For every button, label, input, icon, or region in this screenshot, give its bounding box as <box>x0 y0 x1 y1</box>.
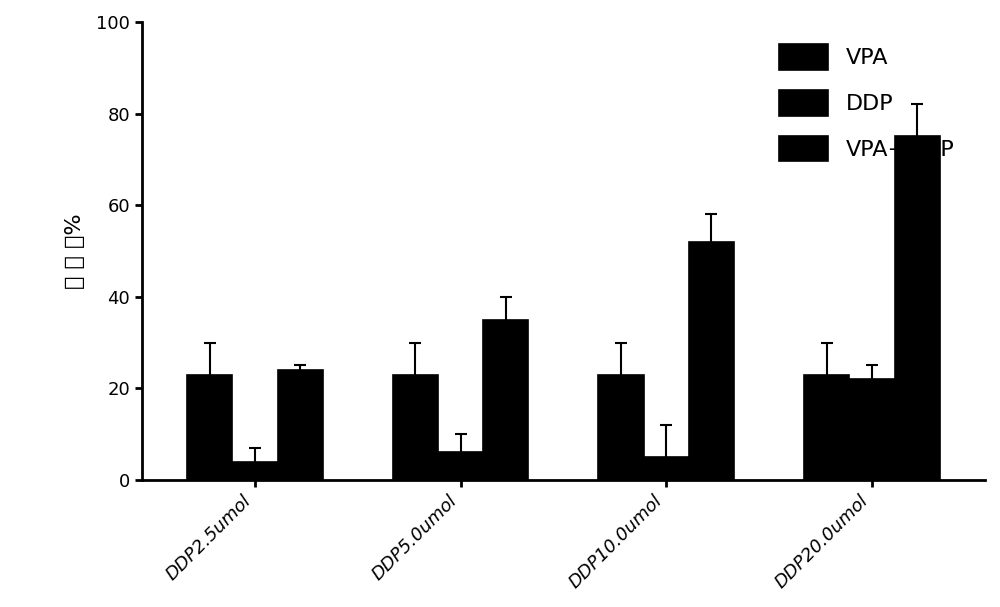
Bar <box>849 379 895 480</box>
Bar <box>689 242 734 480</box>
Y-axis label: 抑 制 率%: 抑 制 率% <box>65 213 85 289</box>
Bar <box>438 452 483 480</box>
Bar <box>804 375 849 480</box>
Bar <box>598 375 644 480</box>
Bar <box>644 457 689 480</box>
Bar <box>483 320 528 480</box>
Bar <box>393 375 438 480</box>
Bar <box>187 375 232 480</box>
Legend: VPA, DDP, VPA+DDP: VPA, DDP, VPA+DDP <box>768 33 965 172</box>
Bar <box>278 370 323 480</box>
Bar <box>895 137 940 480</box>
Bar <box>232 462 278 480</box>
